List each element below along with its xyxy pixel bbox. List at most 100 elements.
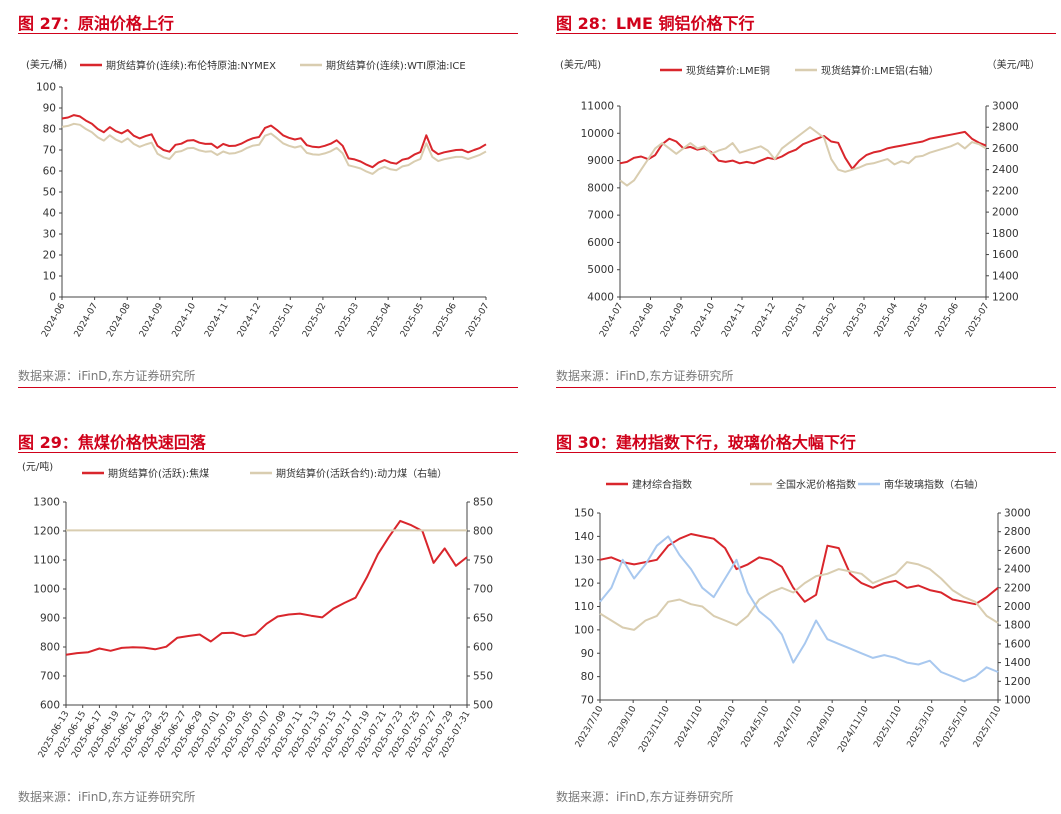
- c2-y2-tick-label: 600: [473, 642, 493, 654]
- c0-y-tick-label: 10: [43, 271, 56, 283]
- c3-y-tick-label: 150: [574, 508, 594, 520]
- figure-28-title: 图 28：LME 铜铝价格下行: [556, 14, 755, 33]
- figure-29-source: 数据来源：iFinD,东方证券研究所: [18, 790, 196, 804]
- c1-y2-tick-label: 1400: [992, 270, 1019, 282]
- c3-x-tick-label: 2025/5/10: [939, 704, 971, 749]
- c3-x-tick-label: 2025/3/10: [906, 704, 938, 749]
- c3-legend-label-0: 建材综合指数: [632, 478, 692, 491]
- c2-y-tick-label: 1200: [33, 526, 60, 538]
- c2-y2-tick-label: 650: [473, 613, 493, 625]
- c2-y-tick-label: 1300: [33, 497, 60, 509]
- c3-y2-tick-label: 1600: [1004, 638, 1031, 650]
- c1-y2-tick-label: 2400: [992, 164, 1019, 176]
- figure-28-bottom-rule: [556, 387, 1056, 388]
- c1-y-tick-label: 7000: [587, 210, 614, 222]
- c1-y2-tick-label: 1200: [992, 292, 1019, 304]
- c0-y-tick-label: 40: [43, 208, 56, 220]
- c1-y-tick-label: 5000: [587, 264, 614, 276]
- c3-x-tick-label: 2024/3/10: [707, 704, 739, 749]
- c1-y-tick-label: 10000: [581, 128, 614, 140]
- c3-y2-tick-label: 2600: [1004, 545, 1031, 557]
- c2-y2-tick-label: 500: [473, 700, 493, 712]
- c1-y-unit-label: (美元/吨): [560, 58, 601, 71]
- c2-legend-label-1: 期货结算价(活跃合约):动力煤（右轴）: [276, 467, 447, 480]
- c0-y-tick-label: 90: [43, 103, 56, 115]
- c3-y-tick-label: 90: [581, 648, 594, 660]
- c3-y2-tick-label: 1400: [1004, 657, 1031, 669]
- c1-y2-tick-label: 3000: [992, 101, 1019, 113]
- c0-y-unit-label: (美元/桶): [26, 58, 67, 71]
- c0-y-tick-label: 0: [49, 292, 56, 304]
- c3-y2-tick-label: 1800: [1004, 620, 1031, 632]
- c1-y-tick-label: 4000: [587, 292, 614, 304]
- figure-29-top-rule: [18, 452, 518, 453]
- c3-y2-tick-label: 3000: [1004, 508, 1031, 520]
- c2-y-tick-label: 900: [40, 613, 60, 625]
- c1-y2-tick-label: 1600: [992, 249, 1019, 261]
- c2-y2-tick-label: 700: [473, 584, 493, 596]
- figure-30-top-rule: [556, 452, 1056, 453]
- c1-y-tick-label: 11000: [581, 101, 614, 113]
- c3-x-tick-label: 2023/11/10: [637, 704, 672, 754]
- c3-x-tick-label: 2024/11/10: [836, 704, 871, 754]
- c2-y-tick-label: 1000: [33, 584, 60, 596]
- c3-x-tick-label: 2025/1/10: [872, 704, 904, 749]
- c3-y2-tick-label: 1000: [1004, 695, 1031, 707]
- c3-y2-tick-label: 2400: [1004, 564, 1031, 576]
- figure-28-top-rule: [556, 33, 1056, 34]
- c3-y-tick-label: 120: [574, 578, 594, 590]
- c3-y-tick-label: 140: [574, 531, 594, 543]
- c2-y2-tick-label: 750: [473, 555, 493, 567]
- figure-27-title: 图 27：原油价格上行: [18, 14, 174, 33]
- figure-30-title: 图 30：建材指数下行，玻璃价格大幅下行: [556, 433, 856, 452]
- c3-y2-tick-label: 2200: [1004, 582, 1031, 594]
- c2-y-tick-label: 600: [40, 700, 60, 712]
- c1-legend-label-1: 现货结算价:LME铝(右轴）: [821, 64, 939, 77]
- c3-y-tick-label: 110: [574, 601, 594, 613]
- c3-series-line-1: [599, 561, 999, 631]
- c0-series-line-1: [61, 122, 487, 175]
- c3-series-line-2: [599, 535, 999, 683]
- figure-29-panel: 图 29：焦煤价格快速回落 数据来源：iFinD,东方证券研究所: [18, 429, 518, 809]
- c0-y-tick-label: 70: [43, 145, 56, 157]
- figure-30-panel: 图 30：建材指数下行，玻璃价格大幅下行 数据来源：iFinD,东方证券研究所: [556, 429, 1056, 809]
- c0-legend-label-1: 期货结算价(连续):WTI原油:ICE: [326, 59, 466, 72]
- c3-series-line-0: [599, 533, 999, 606]
- c0-series-line-0: [61, 114, 487, 169]
- c1-series-line-0: [619, 130, 987, 170]
- c2-y-tick-label: 700: [40, 671, 60, 683]
- c0-y-tick-label: 30: [43, 229, 56, 241]
- c3-x-tick-label: 2023/9/10: [607, 704, 639, 749]
- c0-y-tick-label: 20: [43, 250, 56, 262]
- c3-x-tick-label: 2024/7/10: [773, 704, 805, 749]
- c3-y-tick-label: 80: [581, 671, 594, 683]
- c3-x-tick-label: 2024/5/10: [740, 704, 772, 749]
- figure-28-source: 数据来源：iFinD,东方证券研究所: [556, 369, 734, 383]
- c0-legend-label-0: 期货结算价(连续):布伦特原油:NYMEX: [106, 59, 276, 72]
- c3-y-tick-label: 130: [574, 554, 594, 566]
- c3-y2-tick-label: 2000: [1004, 601, 1031, 613]
- c3-x-tick-label: 2024/9/10: [806, 704, 838, 749]
- c1-y2-tick-label: 2600: [992, 143, 1019, 155]
- c2-y-tick-label: 1100: [33, 555, 60, 567]
- c1-series-line-1: [619, 126, 987, 187]
- figure-27-panel: 图 27：原油价格上行 数据来源：iFinD,东方证券研究所: [18, 10, 518, 390]
- c3-x-tick-label: 2024/1/10: [673, 704, 705, 749]
- c1-legend-label-0: 现货结算价:LME铜: [686, 64, 770, 77]
- c2-y2-tick-label: 550: [473, 671, 493, 683]
- c2-y-unit-label: (元/吨): [22, 460, 53, 473]
- figure-27-bottom-rule: [18, 387, 518, 388]
- c1-y2-tick-label: 1800: [992, 228, 1019, 240]
- c3-x-tick-label: 2025/7/10: [972, 704, 1004, 749]
- c0-y-tick-label: 100: [36, 82, 56, 94]
- c3-legend-label-1: 全国水泥价格指数: [776, 478, 856, 491]
- c2-y2-tick-label: 800: [473, 526, 493, 538]
- c1-y2-tick-label: 2000: [992, 207, 1019, 219]
- c3-legend-label-2: 南华玻璃指数（右轴）: [884, 478, 984, 491]
- figure-27-source: 数据来源：iFinD,东方证券研究所: [18, 369, 196, 383]
- c1-y2-tick-label: 2800: [992, 122, 1019, 134]
